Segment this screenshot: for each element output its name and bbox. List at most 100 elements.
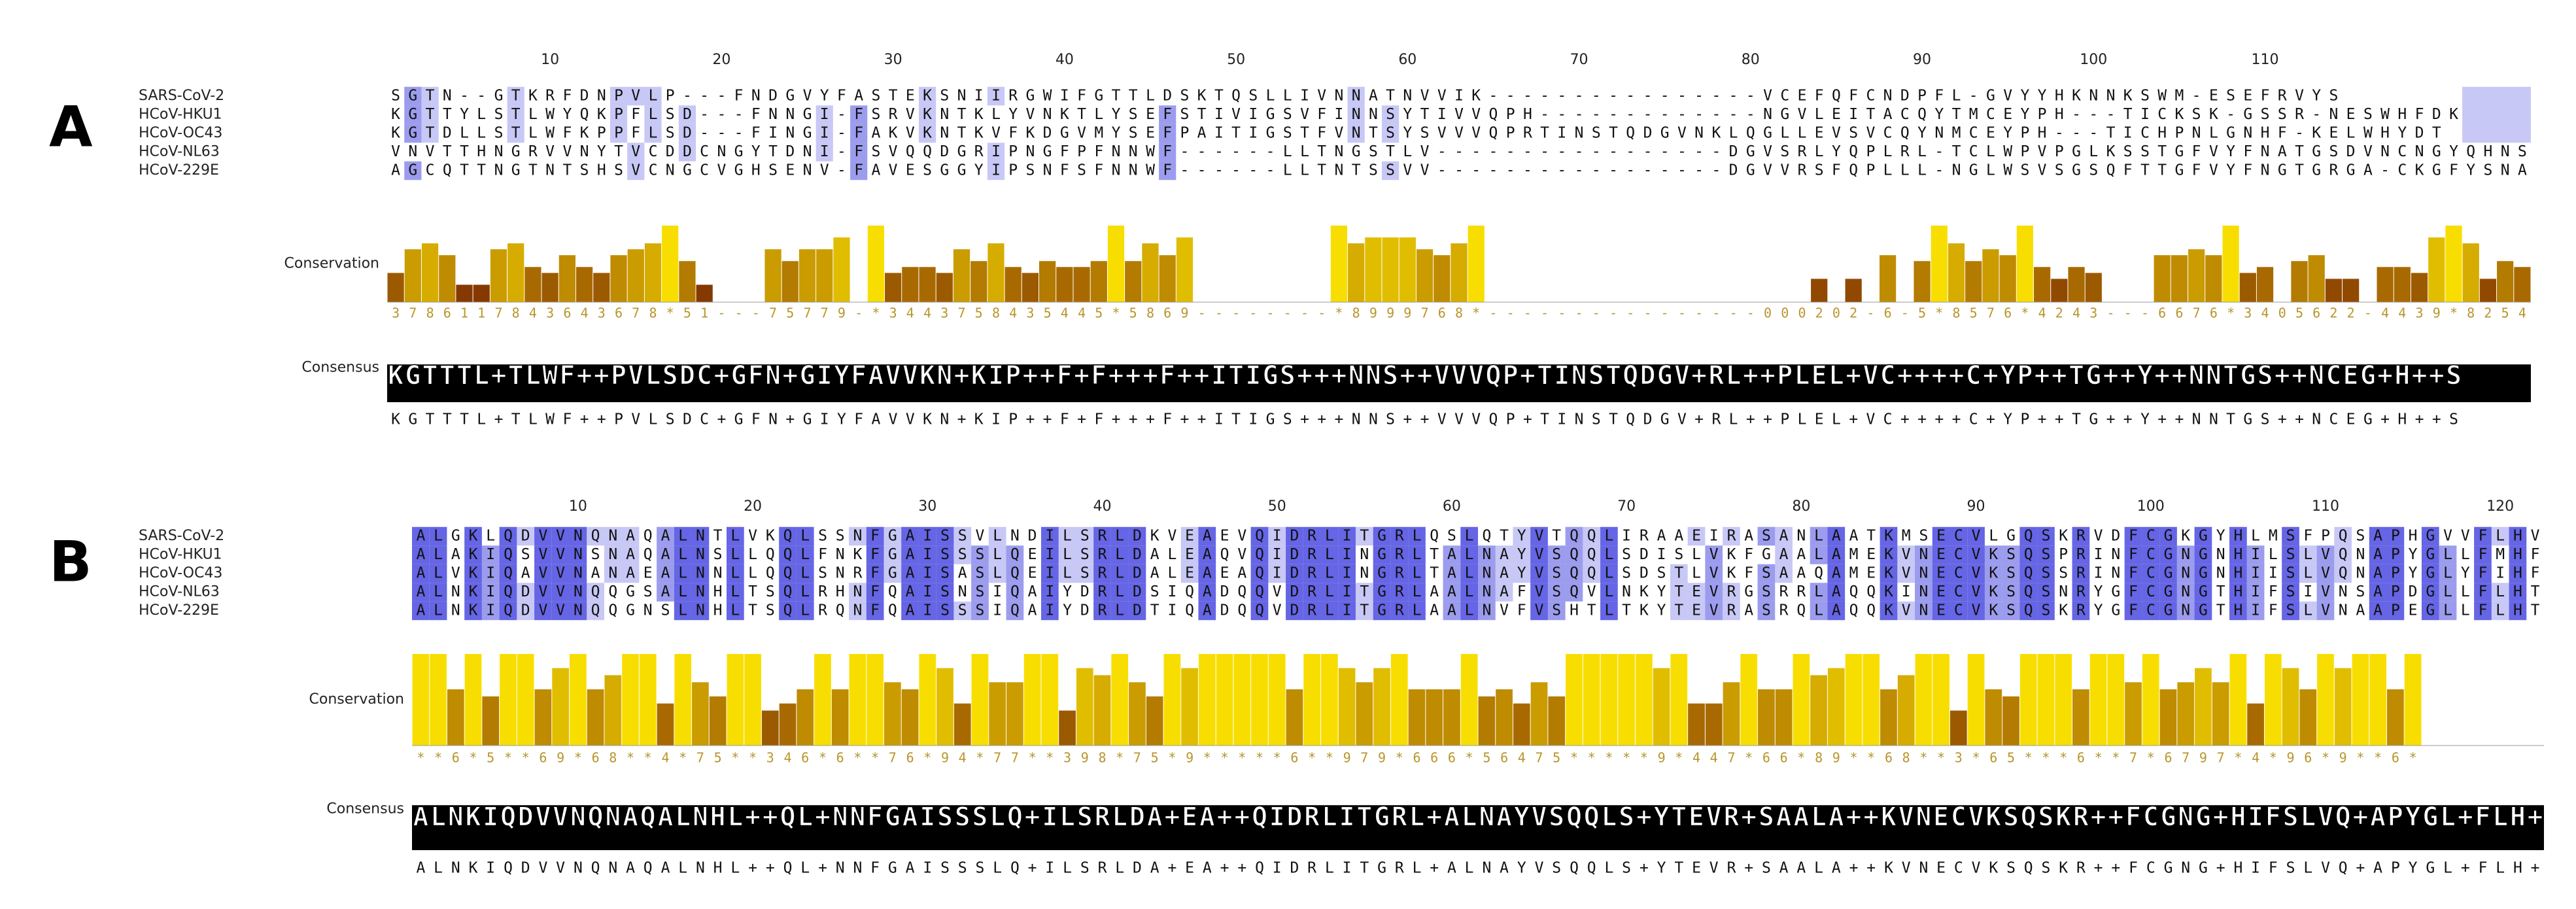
conservation-bar xyxy=(953,703,971,746)
identity-shade xyxy=(936,526,954,546)
conservation-bar xyxy=(884,273,902,302)
identity-shade xyxy=(1390,526,1409,546)
identity-shade xyxy=(2513,86,2531,106)
identity-shade xyxy=(2439,601,2457,621)
consensus-logo xyxy=(387,364,2531,402)
ruler-label: 120 xyxy=(2486,498,2514,515)
conservation-bar xyxy=(1811,279,1828,302)
identity-shade xyxy=(1967,545,1985,564)
identity-shade xyxy=(1373,583,1391,602)
conservation-bar xyxy=(2394,267,2411,302)
identity-shade xyxy=(796,564,814,583)
conservation-bar xyxy=(1863,654,1880,746)
sequence-name: HCoV-HKU1 xyxy=(139,107,222,123)
identity-shade xyxy=(2282,601,2299,621)
identity-shade xyxy=(2194,583,2212,602)
identity-shade xyxy=(569,526,587,546)
identity-shade xyxy=(2386,583,2405,602)
identity-shade xyxy=(1058,545,1076,564)
identity-shade xyxy=(2421,583,2439,602)
identity-shade xyxy=(1478,601,1496,621)
identity-shade xyxy=(1006,601,1024,621)
identity-shade xyxy=(971,545,989,564)
identity-shade xyxy=(2002,545,2020,564)
identity-shade xyxy=(1180,545,1199,564)
identity-shade xyxy=(1460,564,1478,583)
conservation-bar xyxy=(2377,267,2394,302)
identity-shade xyxy=(1810,583,1828,602)
identity-shade xyxy=(796,526,814,546)
identity-shade xyxy=(1320,545,1339,564)
conservation-bar xyxy=(593,273,610,302)
identity-shade xyxy=(779,601,797,621)
identity-shade xyxy=(2369,583,2387,602)
ruler-label: 80 xyxy=(1742,52,1760,68)
conservation-bar xyxy=(1793,654,1810,746)
identity-shade xyxy=(936,583,954,602)
conservation-bar xyxy=(507,243,524,302)
identity-shade xyxy=(674,601,692,621)
identity-shade xyxy=(1390,564,1409,583)
conservation-bar xyxy=(1399,237,1416,302)
identity-shade xyxy=(551,526,570,546)
identity-shade xyxy=(2142,564,2160,583)
conservation-bar xyxy=(1897,675,1915,746)
identity-shade xyxy=(1093,564,1111,583)
identity-shade xyxy=(429,601,447,621)
conservation-bar xyxy=(674,654,692,746)
identity-shade xyxy=(1128,564,1146,583)
conservation-bar xyxy=(761,710,779,746)
identity-shade xyxy=(2386,601,2405,621)
identity-shade xyxy=(953,526,972,546)
identity-shade xyxy=(1530,545,1548,564)
conservation-bar xyxy=(727,654,744,746)
conservation-bar xyxy=(2247,703,2264,746)
conservation-bar xyxy=(627,249,644,302)
conservation-bar xyxy=(2387,689,2404,746)
conservation-bar xyxy=(1740,654,1758,746)
identity-shade xyxy=(2439,564,2457,583)
sequence-name: HCoV-NL63 xyxy=(139,584,220,600)
identity-shade xyxy=(412,564,430,583)
identity-shade xyxy=(1320,583,1339,602)
identity-shade xyxy=(2496,124,2514,143)
conservation-bar xyxy=(1382,237,1399,302)
identity-shade xyxy=(918,124,936,143)
identity-shade xyxy=(796,583,814,602)
identity-shade xyxy=(404,105,422,124)
conservation-bar xyxy=(2264,654,2282,746)
identity-shade xyxy=(2509,545,2527,564)
conservation-bar xyxy=(2325,279,2343,302)
identity-shade xyxy=(2421,526,2439,546)
conservation-bar xyxy=(1513,703,1530,746)
identity-shade xyxy=(1390,545,1409,564)
identity-shade xyxy=(2474,564,2492,583)
identity-shade xyxy=(2513,105,2531,124)
identity-shade xyxy=(404,86,422,106)
identity-shade xyxy=(816,124,833,143)
identity-shade xyxy=(2019,601,2038,621)
conservation-bar xyxy=(696,284,713,302)
conservation-bar xyxy=(1688,703,1705,746)
conservation-bar xyxy=(1879,255,1897,302)
conservation-bar xyxy=(610,255,627,302)
identity-shade xyxy=(2229,601,2247,621)
identity-shade xyxy=(779,545,797,564)
conservation-bar xyxy=(1176,237,1194,302)
identity-shade xyxy=(1932,601,1950,621)
identity-shade xyxy=(1408,545,1426,564)
identity-shade xyxy=(587,583,604,602)
identity-shade xyxy=(1687,526,1706,546)
identity-shade xyxy=(953,601,972,621)
identity-shade xyxy=(2479,124,2497,143)
identity-shade xyxy=(464,564,482,583)
conservation-bar xyxy=(2229,654,2247,746)
identity-shade xyxy=(569,601,587,621)
identity-shade xyxy=(918,105,936,124)
identity-shade xyxy=(621,545,640,564)
conservation-bar xyxy=(473,284,490,302)
conservation-bar xyxy=(779,703,797,746)
identity-shade xyxy=(2316,601,2335,621)
identity-shade xyxy=(901,601,919,621)
identity-shade xyxy=(2386,526,2405,546)
